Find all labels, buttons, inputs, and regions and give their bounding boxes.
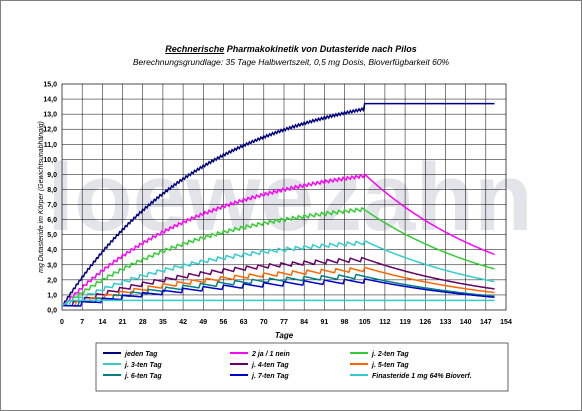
legend-label: Finasteride 1 mg 64% Bioverf. (372, 373, 472, 380)
x-tick-label: 42 (179, 319, 187, 326)
series-line-7 (62, 278, 495, 307)
x-tick-label: 147 (480, 319, 492, 326)
y-tick-label: 7,0 (47, 202, 57, 209)
legend: jeden Tag 2 ja / 1 nein j. 2-ten Tag j. 3-t… (103, 351, 472, 380)
y-tick-label: 10,0 (43, 157, 57, 164)
series-line-3 (62, 239, 495, 307)
x-tick-label: 112 (379, 319, 390, 326)
series-line-1 (62, 173, 495, 307)
legend-label: 2 ja / 1 nein (251, 351, 290, 358)
x-tick-label: 35 (159, 319, 167, 326)
x-tick-label: 119 (399, 319, 410, 326)
y-tick-label: 11,0 (44, 142, 57, 149)
y-tick-label: 6,0 (47, 217, 57, 224)
x-tick-label: 28 (139, 319, 147, 326)
y-tick-label: 9,0 (47, 172, 57, 179)
x-tick-label: 49 (199, 319, 207, 326)
x-tick-label: 77 (280, 319, 288, 326)
legend-box (95, 342, 509, 392)
x-tick-label: 14 (98, 319, 106, 326)
series-line-2 (62, 206, 495, 307)
x-tick-label: 105 (359, 319, 371, 326)
x-axis-label: Tage (275, 331, 294, 340)
y-tick-label: 0,0 (47, 308, 57, 315)
x-tick-label: 63 (240, 319, 248, 326)
x-tick-label: 7 (80, 319, 84, 326)
legend-label: j. 7-ten Tag (251, 373, 289, 380)
legend-label: j. 3-ten Tag (124, 362, 162, 369)
series-line-8 (61, 299, 495, 307)
x-tick-label: 56 (220, 319, 228, 326)
legend-label: j. 2-ten Tag (371, 351, 409, 358)
legend-label: j. 6-ten Tag (124, 373, 162, 380)
x-tick-label: 140 (460, 319, 472, 326)
y-tick-label: 8,0 (47, 187, 57, 194)
chart-title-prefix: Rechnerische (165, 44, 225, 54)
y-tick-label: 14,0 (43, 97, 57, 104)
x-tick-label: 98 (341, 319, 349, 326)
x-tick-label: 70 (260, 319, 268, 326)
series-line-6 (62, 273, 495, 307)
y-tick-label: 2,0 (47, 277, 57, 284)
y-tick-labels: 0,0 1,0 2,0 3,0 4,0 5,0 6,0 7,0 8,0 9,0 10,0 11,0 12… (43, 82, 57, 315)
y-tick-label: 1,0 (47, 292, 57, 299)
y-tick-label: 4,0 (47, 247, 57, 254)
legend-label: j. 5-ten Tag (371, 362, 409, 369)
x-tick-label: 154 (500, 319, 512, 326)
y-axis-label: mg Dutasteride im Körper (Gewichtsunabhä… (38, 121, 45, 273)
chart-subtitle: Berechnungsgrundlage: 35 Tage Halbwertsz… (132, 57, 450, 67)
x-tick-label: 84 (300, 319, 308, 326)
chart-title: Rechnerische Pharmakokinetik von Dutaste… (0, 44, 582, 54)
y-tick-label: 3,0 (47, 262, 57, 269)
x-tick-label: 91 (320, 319, 328, 326)
chart-title-rest: Pharmakokinetik von Dutasteride nach Pil… (224, 44, 417, 54)
y-tick-label: 12,0 (43, 127, 57, 134)
x-tick-label: 126 (419, 319, 431, 326)
x-tick-label: 21 (119, 319, 127, 326)
series-lines (61, 102, 495, 307)
series-line-4 (62, 256, 495, 307)
legend-label: jeden Tag (124, 351, 158, 358)
legend-label: j. 4-ten Tag (251, 362, 289, 369)
x-tick-label: 0 (60, 319, 64, 326)
series-line-5 (62, 266, 495, 307)
y-tick-label: 5,0 (47, 232, 57, 239)
y-tick-label: 13,0 (43, 112, 57, 119)
x-tick-labels: 0 7 14 21 28 35 42 49 56 63 70 77 84 91 98 105 112 119 126… (60, 319, 512, 326)
watermark: loewezahn (47, 144, 532, 251)
y-tick-label: 15,0 (43, 82, 57, 89)
x-tick-label: 133 (440, 319, 452, 326)
series-line-0 (62, 102, 495, 307)
